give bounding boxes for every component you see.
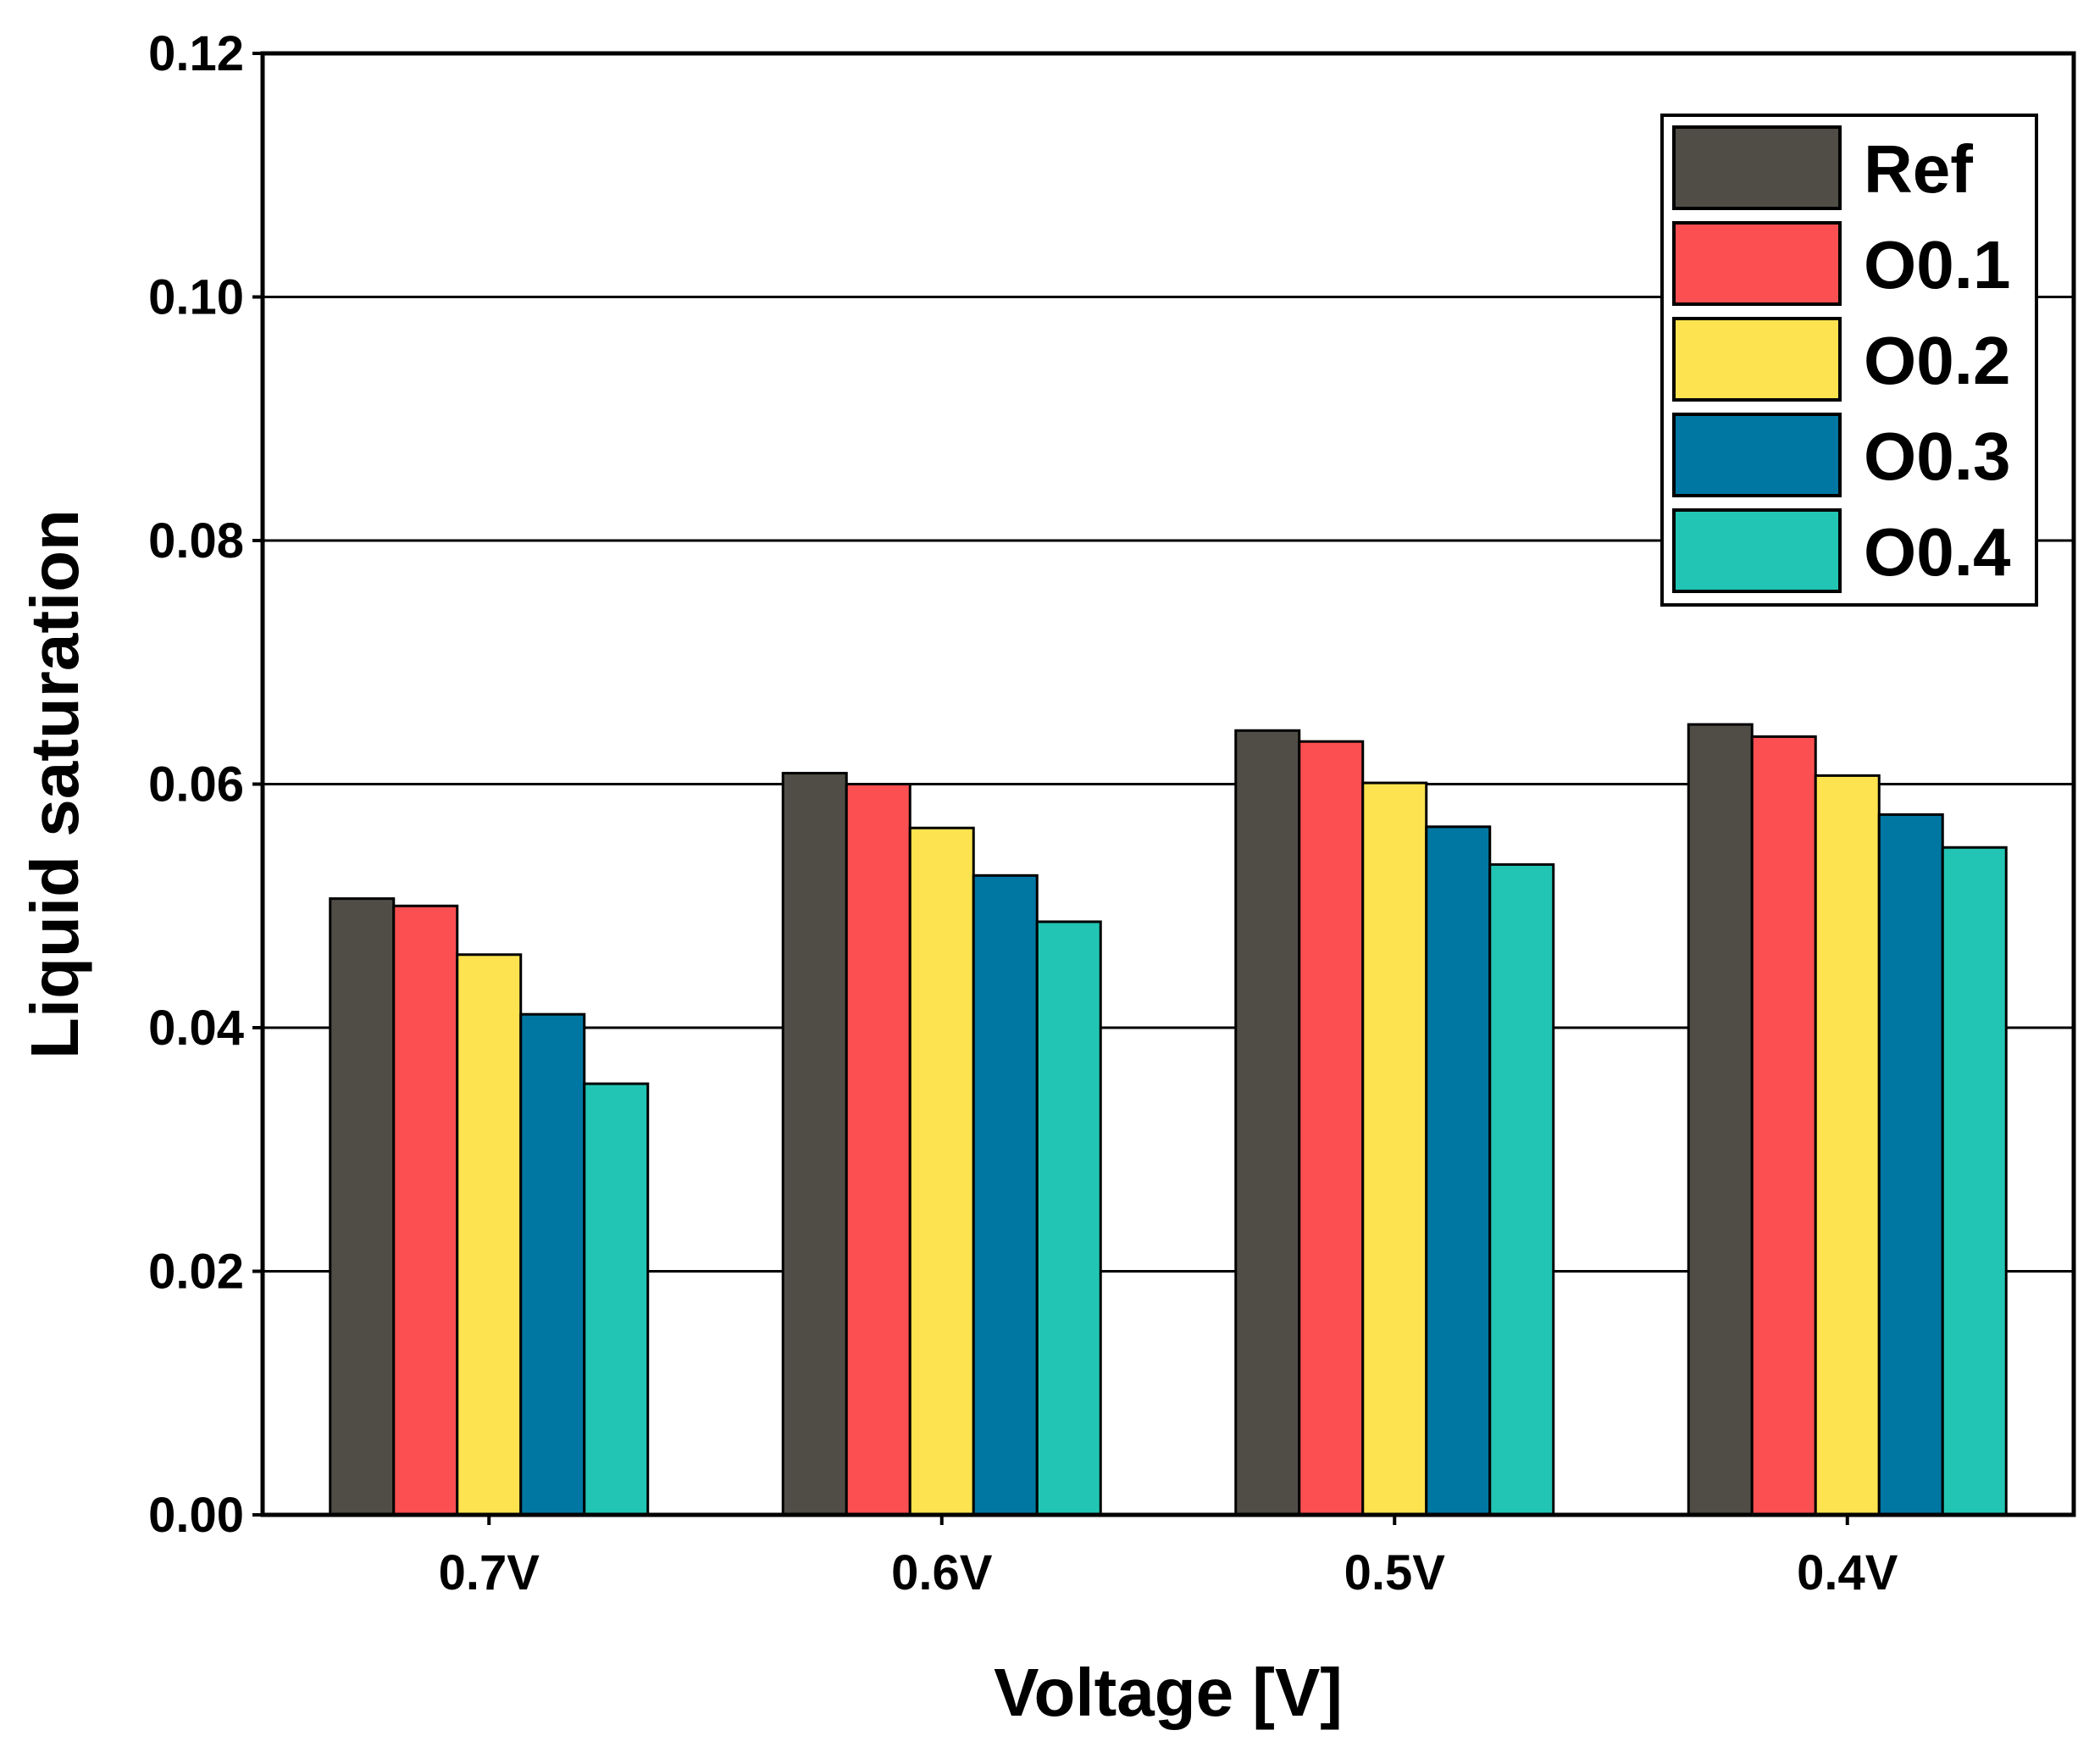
x-tick-label: 0.5V xyxy=(1344,1545,1446,1600)
bar-o04-06v xyxy=(1035,920,1102,1517)
y-axis-ticks: 0.00 0.02 0.04 0.06 0.08 0.10 0.12 xyxy=(148,26,263,1543)
y-axis-title: Liquid saturation xyxy=(17,509,92,1059)
x-tick-label: 0.7V xyxy=(439,1545,540,1600)
bar-o04-04v xyxy=(1941,846,2008,1517)
y-tick-label: 0.06 xyxy=(148,757,244,812)
bar-o01-04v xyxy=(1750,735,1817,1517)
y-tick-label: 0.04 xyxy=(148,1001,244,1056)
bar-ref-06v xyxy=(781,772,848,1517)
legend: Ref O0.1 O0.2 O0.3 O0.4 xyxy=(1660,114,2038,607)
y-tick-label: 0.02 xyxy=(148,1245,244,1300)
bar-o02-06v xyxy=(908,826,975,1517)
legend-swatch-o03 xyxy=(1672,413,1842,497)
bar-o01-06v xyxy=(845,783,911,1517)
legend-swatch-o04 xyxy=(1672,508,1842,593)
y-tick-label: 0.10 xyxy=(148,270,244,325)
bar-o01-05v xyxy=(1298,740,1365,1517)
legend-swatch-o02 xyxy=(1672,317,1842,402)
legend-swatch-o01 xyxy=(1672,221,1842,306)
x-tick-label: 0.6V xyxy=(891,1545,993,1600)
bar-o03-05v xyxy=(1425,825,1492,1517)
legend-label: Ref xyxy=(1864,131,1973,207)
bar-o01-07v xyxy=(392,904,459,1517)
bar-ref-05v xyxy=(1234,729,1301,1517)
bar-o04-07v xyxy=(583,1082,650,1517)
bar-o03-06v xyxy=(972,874,1039,1517)
x-axis-title: Voltage [V] xyxy=(994,1655,1343,1730)
bar-o02-05v xyxy=(1361,781,1428,1517)
legend-label: O0.4 xyxy=(1864,514,2011,590)
legend-label: O0.2 xyxy=(1864,323,2010,398)
bar-o04-05v xyxy=(1488,862,1555,1517)
bar-o02-07v xyxy=(456,953,523,1517)
bars xyxy=(329,723,2008,1517)
y-tick-label: 0.12 xyxy=(148,26,244,81)
bar-ref-07v xyxy=(329,897,396,1517)
legend-label: O0.1 xyxy=(1864,227,2010,302)
bar-o02-04v xyxy=(1814,774,1881,1517)
legend-swatch-ref xyxy=(1672,125,1842,210)
legend-label: O0.3 xyxy=(1864,419,2010,494)
x-axis-ticks: 0.7V 0.6V 0.5V 0.4V xyxy=(439,1515,1898,1600)
bar-o03-04v xyxy=(1877,812,1944,1517)
y-tick-label: 0.08 xyxy=(148,513,244,568)
x-tick-label: 0.4V xyxy=(1797,1545,1898,1600)
y-tick-label: 0.00 xyxy=(148,1488,244,1543)
bar-ref-04v xyxy=(1687,723,1754,1517)
bar-o03-07v xyxy=(519,1012,586,1517)
